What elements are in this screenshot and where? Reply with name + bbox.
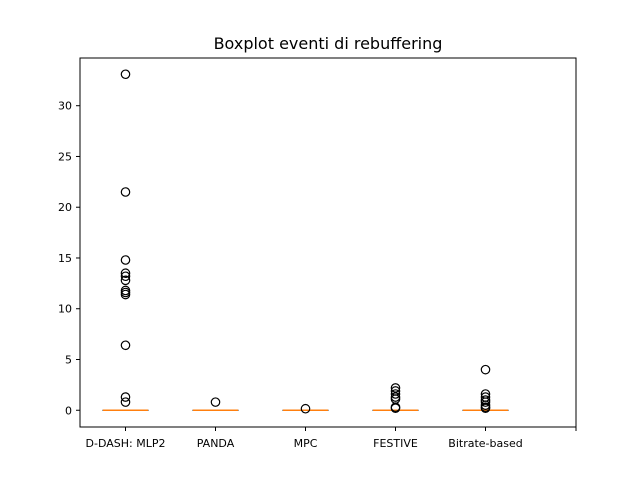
chart-title: Boxplot eventi di rebuffering bbox=[214, 34, 443, 53]
y-tick-label: 5 bbox=[65, 353, 72, 366]
plot-area: 0 5 10 15 20 25 30 D-DASH: MLP2 PANDA MPC FESTIVE B… bbox=[58, 69, 577, 450]
axes-frame bbox=[79, 57, 577, 428]
outlier-point bbox=[120, 275, 131, 286]
outlier-point bbox=[120, 397, 131, 407]
x-tick-label: PANDA bbox=[197, 437, 235, 450]
y-tick-label: 20 bbox=[58, 201, 72, 214]
outlier-point bbox=[480, 397, 491, 407]
y-tick-label: 10 bbox=[58, 303, 72, 316]
outlier-point bbox=[390, 403, 401, 414]
outlier-point bbox=[120, 271, 131, 282]
x-tick-label: D-DASH: MLP2 bbox=[86, 437, 166, 450]
y-tick-label: 0 bbox=[65, 404, 72, 417]
outlier-point bbox=[120, 255, 131, 265]
outlier-point bbox=[120, 340, 131, 351]
y-tick-label: 15 bbox=[58, 252, 72, 265]
y-tick-label: 30 bbox=[58, 100, 72, 113]
outlier-point bbox=[390, 383, 401, 393]
outlier-point bbox=[480, 364, 491, 375]
outlier-point bbox=[390, 389, 401, 399]
y-tick-label: 25 bbox=[58, 150, 72, 163]
outlier-point bbox=[120, 289, 131, 300]
outlier-point bbox=[300, 403, 311, 414]
outlier-point bbox=[120, 187, 131, 197]
x-tick-label: FESTIVE bbox=[373, 437, 418, 450]
outlier-point bbox=[120, 69, 131, 80]
outlier-point bbox=[120, 392, 131, 402]
outlier-point bbox=[210, 397, 221, 407]
x-tick-label: Bitrate-based bbox=[448, 437, 522, 450]
outlier-point bbox=[480, 403, 491, 414]
outlier-point bbox=[120, 268, 131, 279]
x-tick-label: MPC bbox=[294, 437, 318, 450]
